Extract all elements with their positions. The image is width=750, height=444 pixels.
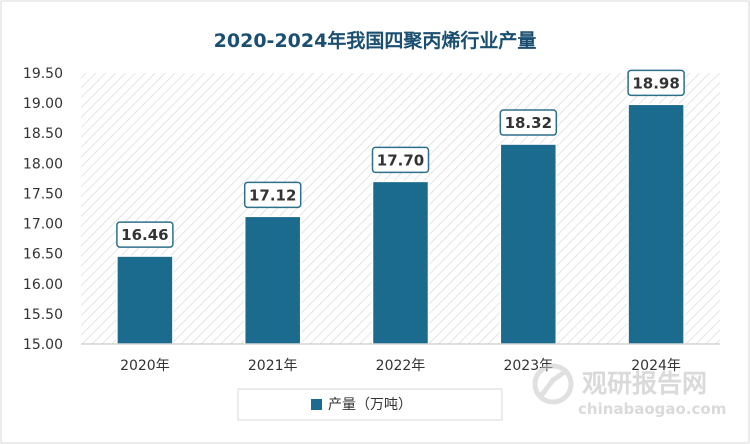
y-tick-label: 17.00 (23, 217, 63, 233)
data-label-box (499, 109, 558, 136)
y-tick-label: 18.50 (23, 126, 63, 142)
data-label-box (627, 69, 685, 97)
x-tick-label: 2022年 (376, 358, 426, 374)
chart-title: 2020-2024年我国四聚丙烯行业产量 (214, 29, 537, 52)
watermark: 观研报告网 chinabaogao.com (532, 363, 726, 418)
x-tick-label: 2024年 (631, 358, 681, 374)
watermark-url: chinabaogao.com (578, 400, 726, 418)
watermark-brand: 观研报告网 (582, 369, 707, 398)
data-label-box (243, 181, 302, 209)
legend-box (237, 388, 503, 421)
data-label: 16.46 (121, 226, 168, 244)
y-tick-label: 19.00 (23, 96, 63, 112)
y-tick-label: 16.00 (23, 277, 63, 293)
y-tick-label: 17.50 (23, 186, 63, 202)
y-tick-label: 15.50 (23, 307, 63, 323)
x-axis: 2020年 2021年 2022年 2023年 2024年 (81, 343, 720, 374)
legend-swatch (311, 399, 322, 410)
y-tick-label: 16.50 (23, 247, 63, 263)
data-label-box (116, 221, 174, 248)
x-tick-label: 2020年 (120, 358, 170, 374)
x-tick-label: 2021年 (248, 358, 298, 374)
y-tick-label: 19.50 (23, 66, 63, 82)
bar (627, 103, 685, 345)
y-tick-label: 18.00 (23, 156, 63, 172)
data-label: 18.32 (505, 114, 552, 132)
data-label: 17.70 (377, 151, 424, 169)
bar (499, 143, 558, 345)
legend: 产量（万吨） (237, 388, 503, 421)
y-axis: 15.00 15.50 16.00 16.50 17.00 17.50 18.00 18.50… (23, 66, 63, 353)
data-label-box (371, 146, 430, 174)
bar (243, 215, 302, 345)
data-label: 18.98 (632, 74, 679, 92)
legend-label: 产量（万吨） (328, 397, 412, 413)
data-label: 17.12 (249, 186, 296, 204)
y-tick-label: 15.00 (23, 337, 63, 353)
bar (116, 255, 174, 345)
bar (371, 180, 430, 345)
bars: 16.46 17.12 17.70 18.32 18.98 (116, 69, 685, 345)
watermark-logo-icon (532, 363, 574, 405)
